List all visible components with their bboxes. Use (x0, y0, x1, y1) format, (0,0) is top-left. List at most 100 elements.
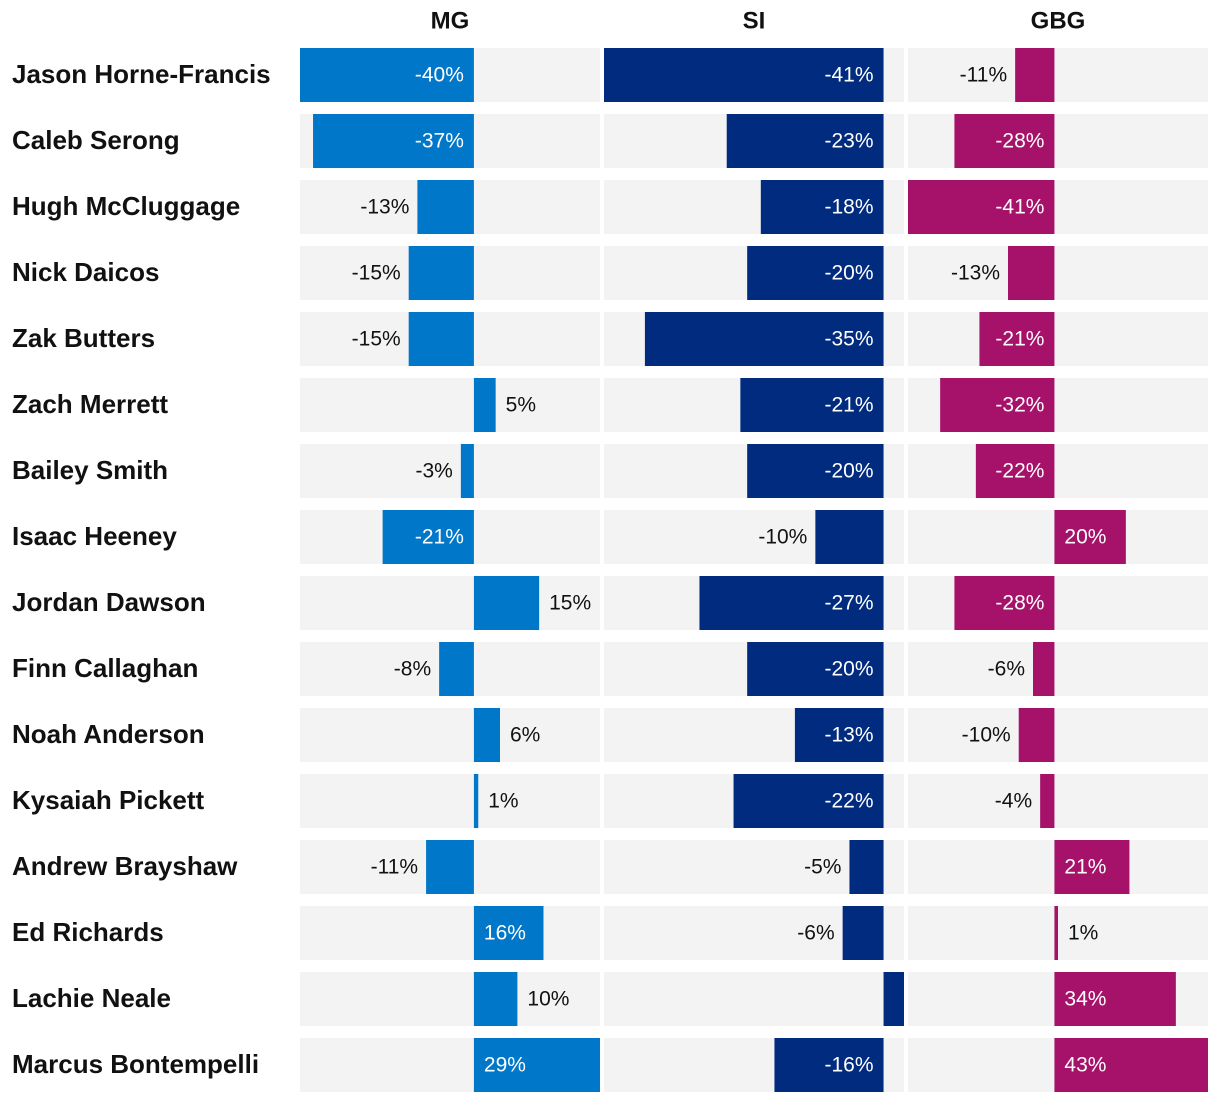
panel-header: SI (743, 7, 766, 34)
row-background (908, 642, 1208, 696)
row-label: Zak Butters (12, 323, 155, 353)
value-label: -16% (825, 1054, 874, 1077)
bar (815, 510, 884, 564)
bar (733, 774, 884, 828)
row-label: Hugh McCluggage (12, 191, 240, 221)
row-label: Bailey Smith (12, 455, 168, 485)
bar (883, 972, 904, 1026)
bar (849, 840, 884, 894)
value-label: -10% (758, 526, 807, 549)
row-background (300, 708, 600, 762)
row-background (908, 708, 1208, 762)
bar (1033, 642, 1055, 696)
row-background (908, 114, 1208, 168)
bar (1040, 774, 1055, 828)
value-label: -3% (416, 460, 453, 483)
value-label: 6% (510, 724, 540, 747)
row-label: Zach Merrett (12, 389, 168, 419)
value-label: 1% (1068, 922, 1098, 945)
value-label: -13% (951, 262, 1000, 285)
row-label: Jordan Dawson (12, 587, 206, 617)
value-label: 10% (527, 988, 569, 1011)
bar (740, 378, 884, 432)
bar (1054, 510, 1126, 564)
bar (408, 246, 474, 300)
bar (1054, 906, 1058, 960)
row-background (300, 444, 600, 498)
bar (408, 312, 474, 366)
bar (439, 642, 474, 696)
bar (954, 114, 1055, 168)
bar (473, 576, 540, 630)
row-background (908, 48, 1208, 102)
bar (460, 444, 474, 498)
value-label: -4% (995, 790, 1032, 813)
value-label: -6% (797, 922, 834, 945)
value-label: -28% (995, 130, 1044, 153)
bar (473, 708, 500, 762)
value-label: -5% (804, 856, 841, 879)
bar (473, 972, 518, 1026)
bar (726, 114, 884, 168)
value-label: -21% (415, 526, 464, 549)
bar (940, 378, 1055, 432)
value-label: -8% (394, 658, 431, 681)
row-background (300, 906, 600, 960)
row-background (908, 774, 1208, 828)
row-label: Ed Richards (12, 917, 164, 947)
row-label: Nick Daicos (12, 257, 159, 287)
bar (747, 642, 884, 696)
value-label: 21% (1064, 856, 1106, 879)
bar (975, 444, 1055, 498)
bar (1008, 246, 1055, 300)
bar (1054, 972, 1176, 1026)
bar (300, 48, 474, 102)
panel-header: GBG (1031, 7, 1086, 34)
row-label: Jason Horne-Francis (12, 59, 271, 89)
row-label: Andrew Brayshaw (12, 851, 238, 881)
value-label: -21% (825, 394, 874, 417)
bar (644, 312, 884, 366)
row-background (908, 444, 1208, 498)
row-background (300, 774, 600, 828)
value-label: -13% (825, 724, 874, 747)
row-background (604, 972, 904, 1026)
bar (1054, 840, 1130, 894)
bar (604, 48, 884, 102)
bar (760, 180, 884, 234)
bar (473, 906, 544, 960)
value-label: 34% (1064, 988, 1106, 1011)
value-label: 43% (1064, 1054, 1106, 1077)
bar (954, 576, 1055, 630)
row-label: Finn Callaghan (12, 653, 198, 683)
bar (313, 114, 474, 168)
bar (747, 246, 884, 300)
bar (473, 1038, 600, 1092)
value-label: -20% (825, 262, 874, 285)
value-label: -6% (988, 658, 1025, 681)
row-label: Marcus Bontempelli (12, 1049, 259, 1079)
row-label: Noah Anderson (12, 719, 205, 749)
bar (473, 378, 496, 432)
row-background (908, 312, 1208, 366)
value-label: -23% (825, 130, 874, 153)
value-label: -21% (995, 328, 1044, 351)
row-label: Caleb Serong (12, 125, 180, 155)
value-label: -18% (825, 196, 874, 219)
value-label: -32% (995, 394, 1044, 417)
value-label: -22% (825, 790, 874, 813)
value-label: 16% (484, 922, 526, 945)
value-label: -28% (995, 592, 1044, 615)
bar (842, 906, 884, 960)
bar (473, 774, 479, 828)
value-label: -35% (825, 328, 874, 351)
row-background (300, 576, 600, 630)
row-label: Kysaiah Pickett (12, 785, 205, 815)
row-background (908, 246, 1208, 300)
value-label: -15% (352, 262, 401, 285)
value-label: -10% (962, 724, 1011, 747)
bar (699, 576, 884, 630)
value-label: 1% (488, 790, 518, 813)
bar (908, 180, 1055, 234)
bar (774, 1038, 884, 1092)
